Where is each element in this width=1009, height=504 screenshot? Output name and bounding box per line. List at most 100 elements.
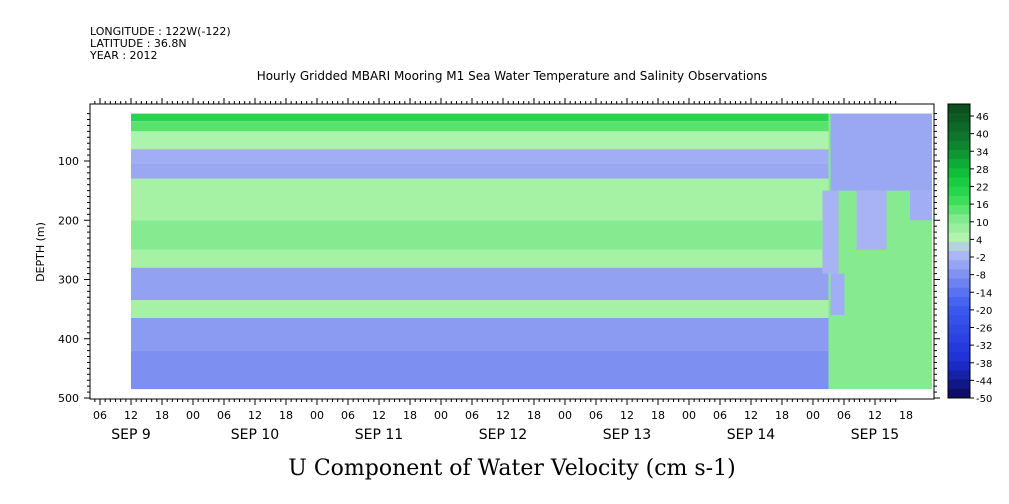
colorbar-cell: [948, 168, 970, 178]
colorbar-cell: [948, 177, 970, 188]
hour-tick-label: 00: [310, 409, 324, 422]
colorbar-cell: [948, 306, 970, 316]
day-label: SEP 15: [851, 427, 899, 443]
colorbar-label: -44: [976, 376, 992, 387]
colorbar-cell: [948, 214, 970, 224]
colorbar-cell: [948, 388, 970, 399]
colorbar-cell: [948, 251, 970, 261]
colorbar-cell: [948, 333, 970, 344]
colorbar-label: 34: [976, 147, 989, 158]
y-tick-label: 100: [58, 155, 79, 168]
chart-title: Hourly Gridded MBARI Mooring M1 Sea Wate…: [257, 69, 768, 83]
day-label: SEP 10: [231, 427, 279, 443]
colorbar-label: -14: [976, 288, 992, 299]
colorbar-cell: [948, 149, 970, 160]
depth-band: [131, 267, 829, 301]
colorbar-cell: [948, 223, 970, 234]
colorbar-label: -8: [976, 271, 986, 282]
hour-tick-label: 12: [620, 409, 634, 422]
colorbar-label: 40: [976, 130, 989, 141]
sep15-patch: [822, 190, 839, 274]
hour-tick-label: 18: [403, 409, 417, 422]
colorbar-frame: [947, 103, 971, 399]
latitude-label: LATITUDE : 36.8N: [90, 37, 187, 50]
day-label: SEP 9: [111, 427, 151, 443]
colorbar-label: 46: [976, 112, 989, 123]
hour-tick-label: 12: [372, 409, 386, 422]
colorbar-cell: [948, 361, 970, 371]
depth-band: [131, 249, 829, 268]
y-tick-label: 200: [58, 214, 79, 227]
colorbar-cell: [948, 205, 970, 215]
hour-tick-label: 18: [775, 409, 789, 422]
colorbar-cell: [948, 278, 970, 289]
y-axis-label: DEPTH (m): [34, 222, 47, 282]
colorbar-cell: [948, 352, 970, 362]
hour-tick-label: 00: [434, 409, 448, 422]
y-axis-ticks: 100 200 300 400 500: [58, 113, 940, 405]
colorbar-label: 16: [976, 200, 989, 211]
sep15-patch: [910, 190, 932, 221]
colorbar-cell: [948, 260, 970, 270]
colorbar-label: -26: [976, 324, 992, 335]
hour-tick-label: 12: [868, 409, 882, 422]
colorbar-label: -20: [976, 306, 992, 317]
colorbar-cell: [948, 296, 970, 307]
hour-tick-label: 06: [217, 409, 231, 422]
hour-tick-label: 18: [279, 409, 293, 422]
day-label: SEP 11: [355, 427, 403, 443]
hour-tick-label: 18: [527, 409, 541, 422]
depth-band: [131, 121, 829, 132]
colorbar-label: -2: [976, 253, 986, 264]
hour-tick-label: 06: [341, 409, 355, 422]
top-axis-ticks: [94, 98, 897, 104]
colorbar-cell: [948, 324, 970, 335]
x-axis-label: U Component of Water Velocity (cm s-1): [288, 456, 735, 481]
colorbar-label: 22: [976, 183, 989, 194]
y-tick-label: 400: [58, 333, 79, 346]
sep15-patch: [830, 273, 845, 316]
colorbar-label: 28: [976, 165, 989, 176]
hour-tick-label: 06: [837, 409, 851, 422]
year-label: YEAR : 2012: [89, 49, 158, 62]
colorbar-cell: [948, 269, 970, 280]
hour-tick-label: 00: [558, 409, 572, 422]
depth-band: [131, 318, 829, 351]
colorbar-cell: [948, 140, 970, 151]
hour-tick-label: 06: [465, 409, 479, 422]
depth-band: [131, 220, 829, 250]
day-label: SEP 13: [603, 427, 651, 443]
y-tick-label: 300: [58, 274, 79, 287]
depth-band: [131, 131, 829, 150]
colorbar-label: -32: [976, 341, 992, 352]
hour-tick-label: 18: [155, 409, 169, 422]
colorbar-cell: [948, 287, 970, 298]
colorbar-label: 10: [976, 218, 989, 229]
plot-frame: [89, 103, 935, 400]
y-tick-label: 500: [58, 392, 79, 405]
hour-tick-label: 18: [899, 409, 913, 422]
colorbar-cell: [948, 342, 970, 353]
colorbar-cell: [948, 159, 970, 169]
hour-tick-label: 00: [806, 409, 820, 422]
depth-band: [131, 300, 829, 319]
depth-band: [131, 149, 829, 164]
colorbar-cell: [948, 186, 970, 197]
bottom-axis-ticks: 06 12 18 00 06 12 18 00 06 12 18 00 06 12 18 00 06 12 18 00…: [93, 399, 913, 443]
colorbar-cell: [948, 104, 970, 114]
hour-tick-label: 18: [651, 409, 665, 422]
colorbar-cell: [948, 195, 970, 206]
day-label: SEP 12: [479, 427, 527, 443]
colorbar: 46 40 34 28 22 16 10 4 -2 -8 -14 -20 -26 -32 -38 -44 -50: [947, 103, 992, 405]
hour-tick-label: 06: [713, 409, 727, 422]
hour-tick-label: 12: [248, 409, 262, 422]
hour-tick-label: 06: [589, 409, 603, 422]
colorbar-cell: [948, 122, 970, 133]
heatmap-field: [131, 113, 932, 390]
colorbar-cell: [948, 379, 970, 390]
hour-tick-label: 12: [496, 409, 510, 422]
colorbar-cell: [948, 113, 970, 123]
hour-tick-label: 12: [744, 409, 758, 422]
depth-band: [131, 178, 829, 221]
